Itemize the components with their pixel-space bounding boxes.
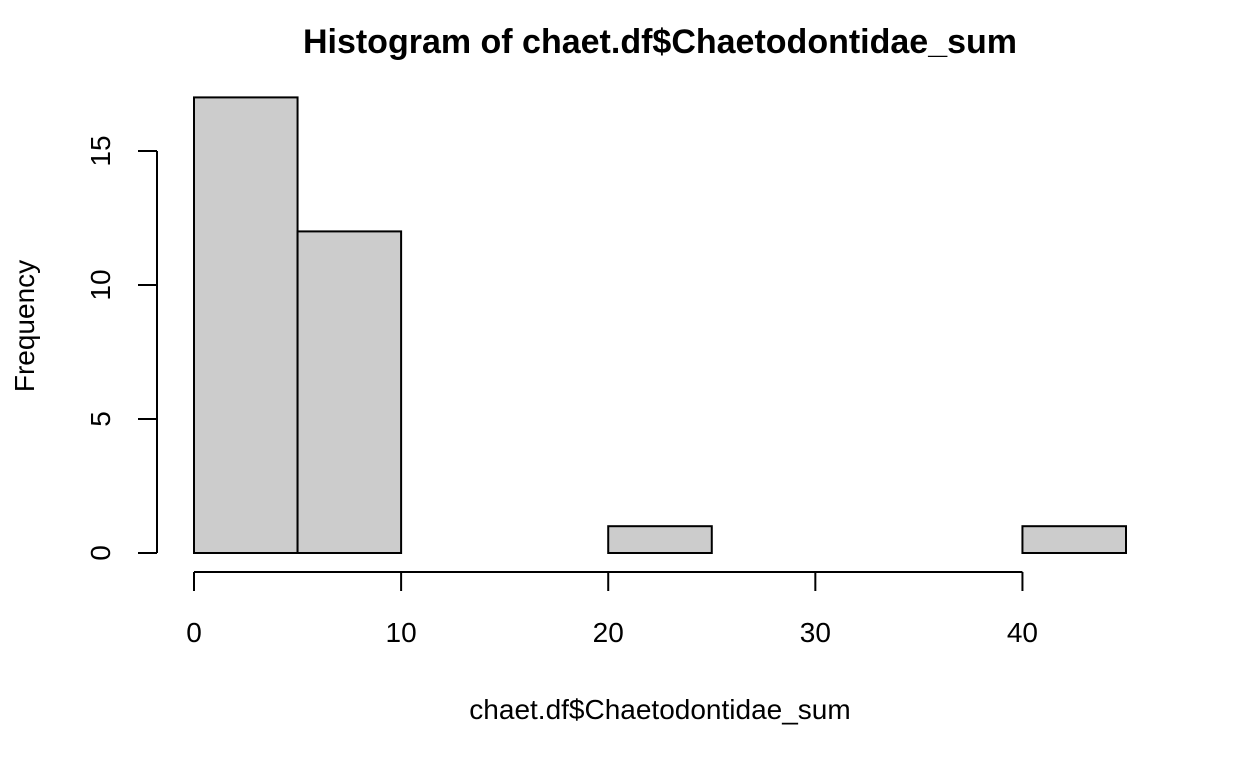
histogram-bar-0-5 xyxy=(193,96,299,555)
histogram-bar-20-25 xyxy=(607,525,713,555)
y-tick-label-15: 15 xyxy=(85,135,116,166)
x-tick-label-0: 0 xyxy=(186,617,202,648)
y-axis-label: Frequency xyxy=(9,260,40,392)
y-axis: 0 5 10 15 xyxy=(85,135,158,561)
chart-title: Histogram of chaet.df$Chaetodontidae_sum xyxy=(303,23,1017,61)
x-tick-label-20: 20 xyxy=(593,617,624,648)
x-tick-label-30: 30 xyxy=(800,617,831,648)
y-tick-label-5: 5 xyxy=(85,411,116,427)
x-axis-label: chaet.df$Chaetodontidae_sum xyxy=(469,694,850,725)
histogram-bar-5-10 xyxy=(296,230,403,554)
x-tick-label-10: 10 xyxy=(386,617,417,648)
y-tick-label-0: 0 xyxy=(85,545,116,561)
y-tick-label-10: 10 xyxy=(85,269,116,300)
bars-layer xyxy=(193,96,1128,555)
x-tick-label-40: 40 xyxy=(1007,617,1038,648)
histogram-bar-40-45 xyxy=(1021,525,1128,555)
x-axis: 0 10 20 30 40 xyxy=(186,571,1038,648)
